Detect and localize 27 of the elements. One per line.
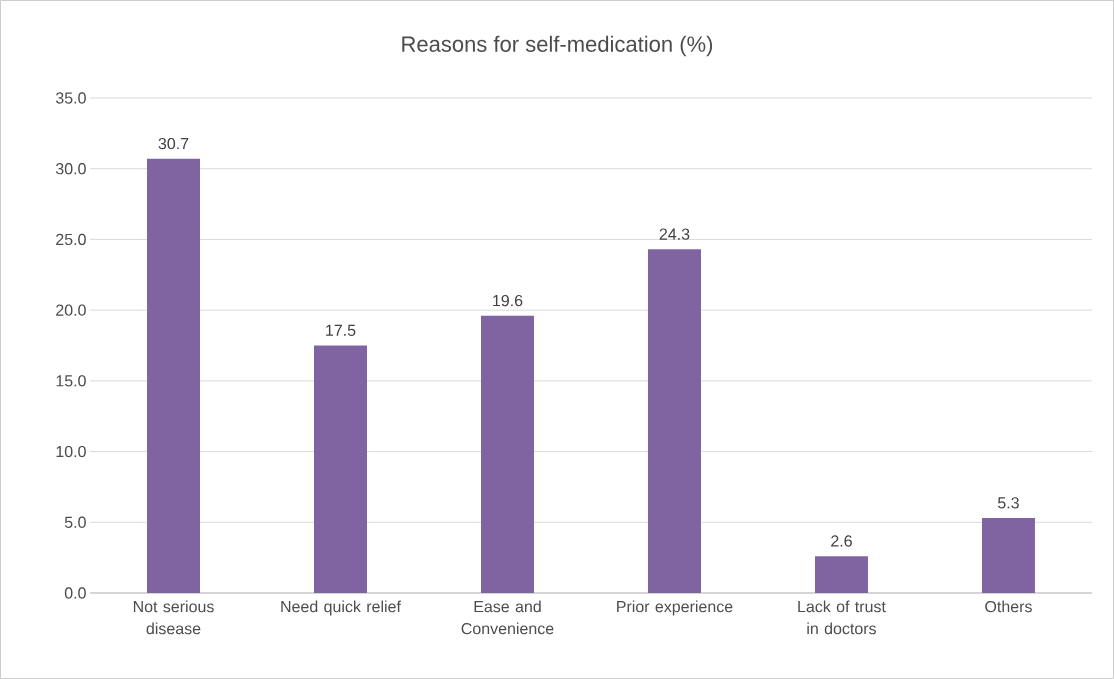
y-tick-label: 30.0: [55, 163, 86, 175]
x-tick-label: Need quick relief: [281, 600, 401, 616]
y-tick-label: 15.0: [56, 375, 86, 387]
bar: [814, 556, 868, 593]
data-label: 24.3: [659, 228, 690, 240]
y-tick-label: 35.0: [55, 92, 86, 104]
x-tick-label: Not serious disease: [133, 600, 214, 635]
x-tick-label: Others: [985, 600, 1032, 613]
chart-title: Reasons for self-medication (%): [402, 35, 713, 57]
data-label: 5.3: [997, 497, 1019, 509]
y-tick-label: 5.0: [64, 516, 86, 528]
x-tick-label: Ease and Convenience: [461, 600, 554, 635]
x-tick-label: Prior experience: [617, 600, 733, 616]
bar: [981, 518, 1035, 593]
bar: [647, 249, 701, 593]
x-tick-label: Lack of trust in doctors: [798, 600, 886, 635]
bar: [480, 315, 534, 593]
data-label: 30.7: [158, 137, 189, 150]
y-tick-label: 20.0: [56, 304, 86, 316]
data-label: 2.6: [831, 535, 852, 547]
y-tick-label: 25.0: [56, 233, 86, 246]
y-tick-label: 0.0: [64, 587, 86, 599]
data-label: 17.5: [326, 324, 356, 336]
y-tick-label: 10.0: [56, 445, 86, 458]
bar: [147, 158, 200, 593]
data-label: 19.6: [493, 294, 523, 307]
bar: [314, 345, 367, 593]
